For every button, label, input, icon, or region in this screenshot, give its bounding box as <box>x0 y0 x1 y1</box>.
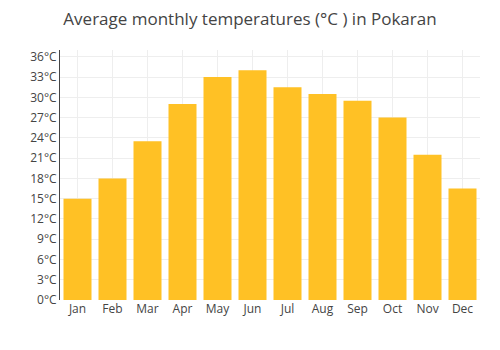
svg-text:Average monthly temperatures (: Average monthly temperatures (°C ) in Po… <box>63 7 436 30</box>
svg-text:15°C: 15°C <box>30 190 57 207</box>
svg-text:21°C: 21°C <box>30 149 57 166</box>
svg-text:33°C: 33°C <box>30 68 57 85</box>
svg-text:18°C: 18°C <box>30 170 57 187</box>
svg-text:Jun: Jun <box>243 300 262 317</box>
svg-text:Jan: Jan <box>68 300 86 317</box>
svg-text:Mar: Mar <box>136 300 158 317</box>
svg-text:Feb: Feb <box>102 300 122 317</box>
svg-text:0°C: 0°C <box>37 291 57 308</box>
svg-text:12°C: 12°C <box>30 210 57 227</box>
svg-text:24°C: 24°C <box>30 129 57 146</box>
svg-text:Oct: Oct <box>383 300 402 317</box>
svg-text:30°C: 30°C <box>30 89 57 106</box>
svg-text:May: May <box>206 300 230 317</box>
svg-text:Apr: Apr <box>173 300 193 317</box>
svg-text:27°C: 27°C <box>30 109 57 126</box>
svg-text:9°C: 9°C <box>37 230 57 247</box>
svg-text:6°C: 6°C <box>37 251 57 268</box>
svg-text:Nov: Nov <box>416 300 438 317</box>
svg-text:Jul: Jul <box>280 300 295 317</box>
svg-text:Dec: Dec <box>452 300 473 317</box>
svg-text:36°C: 36°C <box>30 48 57 65</box>
svg-text:Aug: Aug <box>312 300 334 317</box>
svg-text:3°C: 3°C <box>37 271 57 288</box>
svg-text:Sep: Sep <box>347 300 368 317</box>
